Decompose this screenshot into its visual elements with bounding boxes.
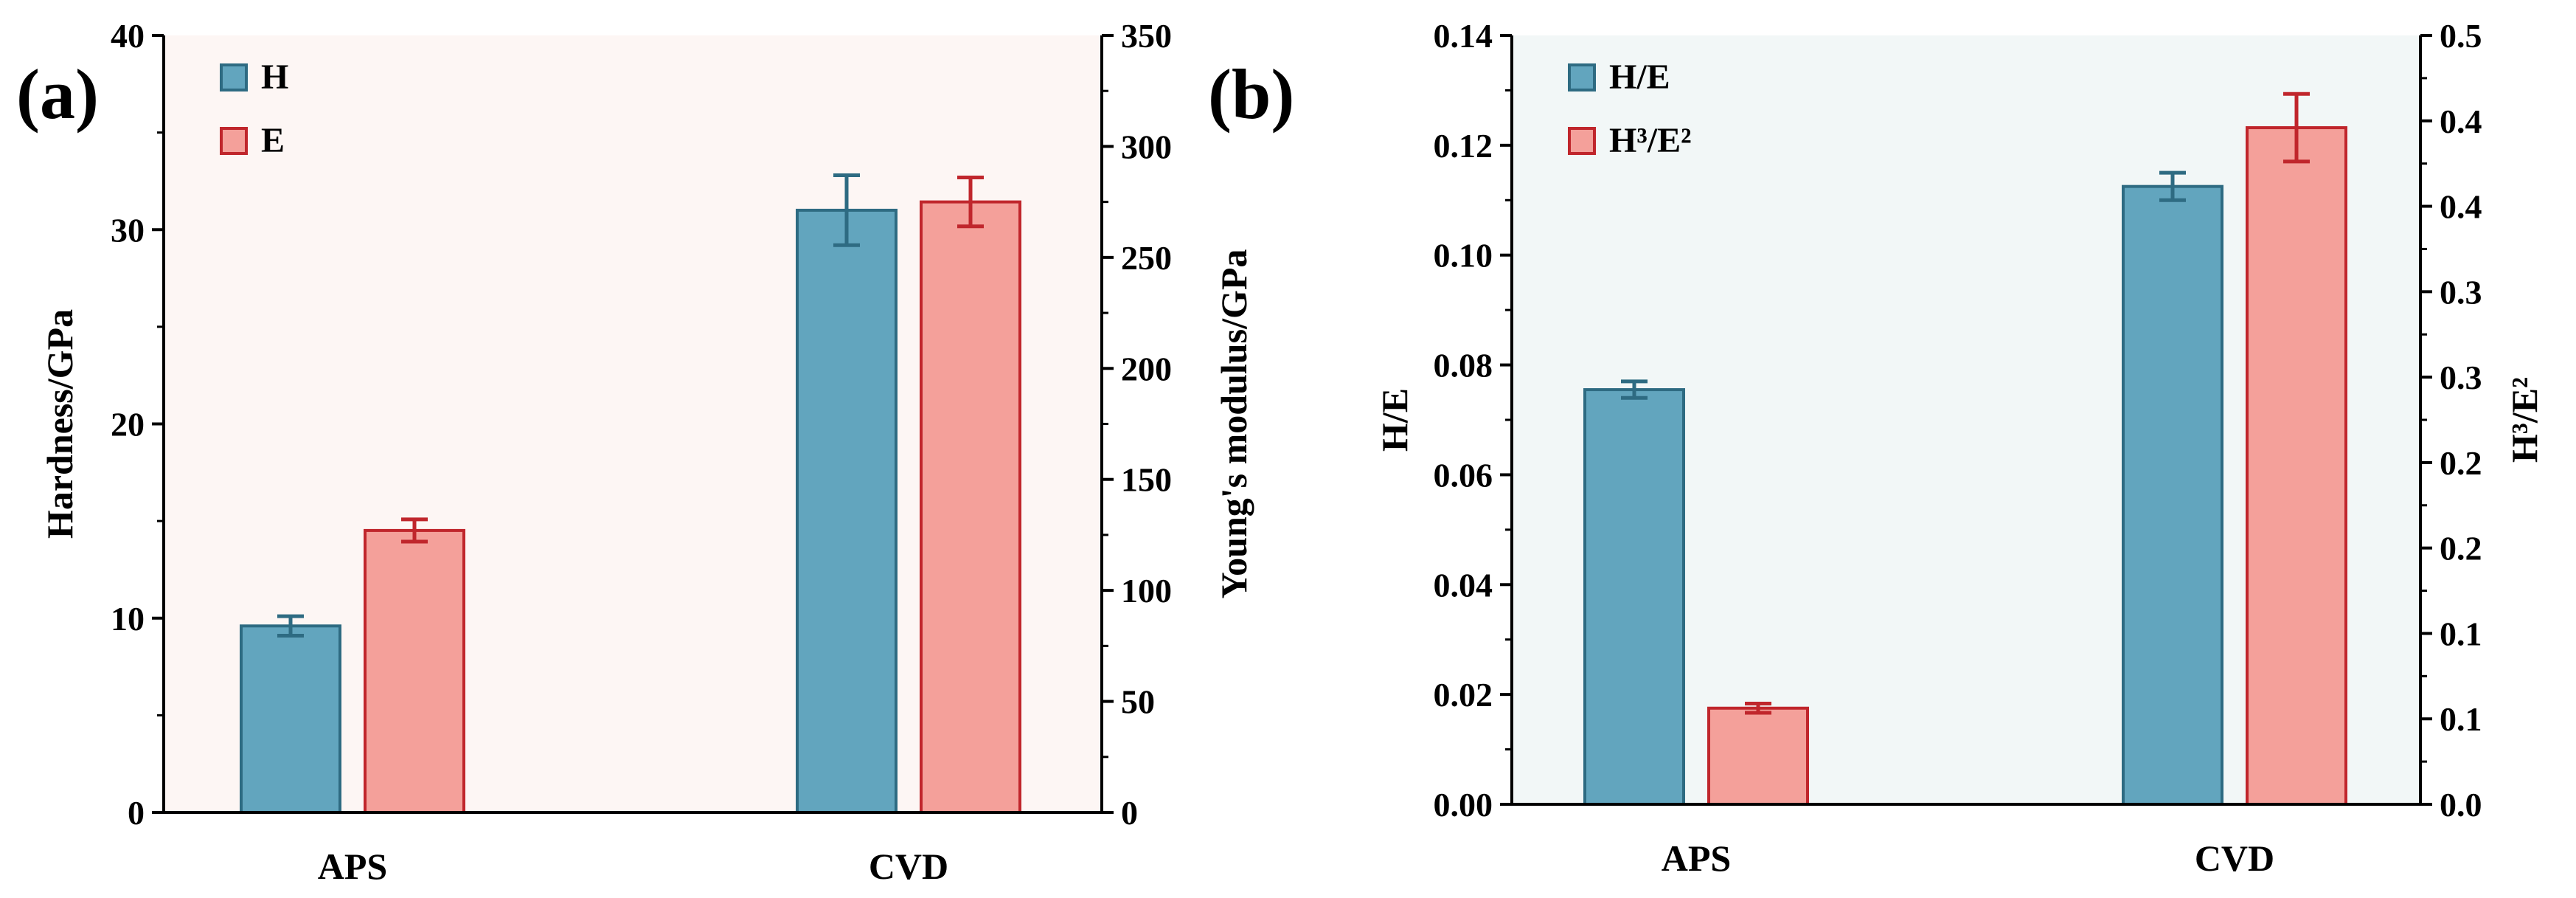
y-right-axis-title: Young's modulus/GPa [1213,249,1254,599]
legend-swatch [220,127,248,155]
y-right-axis-title: H³/E² [2504,377,2545,463]
x-tick-label: CVD [2195,837,2274,879]
x-tick-label: CVD [869,846,948,887]
y-axis-title: H/E [1374,388,1415,452]
y-right-tick-label: 150 [1121,461,1172,499]
y-tick-label: 0.14 [1434,17,1493,55]
y-right-tick-label: 0.4 [2440,103,2482,140]
bar [1583,388,1685,806]
bar [240,624,341,815]
y-right-tick-label: 0.0 [2440,786,2482,823]
bar [1707,706,1809,806]
y-tick-label: 0.04 [1434,566,1493,604]
bar [796,208,898,814]
panel-label: (a) [16,55,99,134]
legend-label: E [261,121,285,160]
y-tick-label: 0.00 [1434,786,1493,823]
y-right-tick-label: 200 [1121,350,1172,387]
x-tick-label: APS [318,846,387,887]
y-axis-title: Hardness/GPa [39,309,80,539]
y-right-tick-label: 300 [1121,128,1172,165]
legend-label: H/E [1609,58,1670,97]
y-right-tick-label: 0.3 [2440,359,2482,396]
bar [364,528,465,814]
y-right-tick-label: 50 [1121,683,1155,721]
legend-swatch [220,63,248,91]
y-right-tick-label: 0.1 [2440,615,2482,652]
y-right-tick-label: 0.4 [2440,188,2482,226]
y-tick-label: 0 [128,794,145,832]
y-right-tick-label: 0.1 [2440,700,2482,738]
y-tick-label: 40 [111,17,145,55]
legend-label: H [261,58,288,97]
y-right-tick-label: 0.5 [2440,17,2482,55]
y-right-tick-label: 0.3 [2440,273,2482,311]
legend-swatch [1568,63,1596,91]
y-tick-label: 20 [111,406,145,443]
legend-swatch [1568,127,1596,155]
x-tick-label: APS [1662,837,1731,879]
y-tick-label: 0.02 [1434,676,1493,714]
y-right-tick-label: 0.2 [2440,530,2482,567]
y-right-tick-label: 100 [1121,572,1172,609]
y-tick-label: 0.06 [1434,456,1493,494]
y-tick-label: 0.12 [1434,127,1493,165]
y-right-tick-label: 0.2 [2440,444,2482,482]
legend-label: H³/E² [1609,121,1691,160]
y-right-tick-label: 0 [1121,794,1138,832]
bar [2246,126,2347,807]
y-right-tick-label: 250 [1121,239,1172,277]
y-tick-label: 0.10 [1434,237,1493,274]
bar [920,200,1021,814]
y-tick-label: 0.08 [1434,347,1493,384]
y-tick-label: 10 [111,600,145,638]
y-tick-label: 30 [111,211,145,249]
panel-label: (b) [1208,55,1294,134]
y-right-tick-label: 350 [1121,17,1172,55]
bar [2122,184,2223,806]
